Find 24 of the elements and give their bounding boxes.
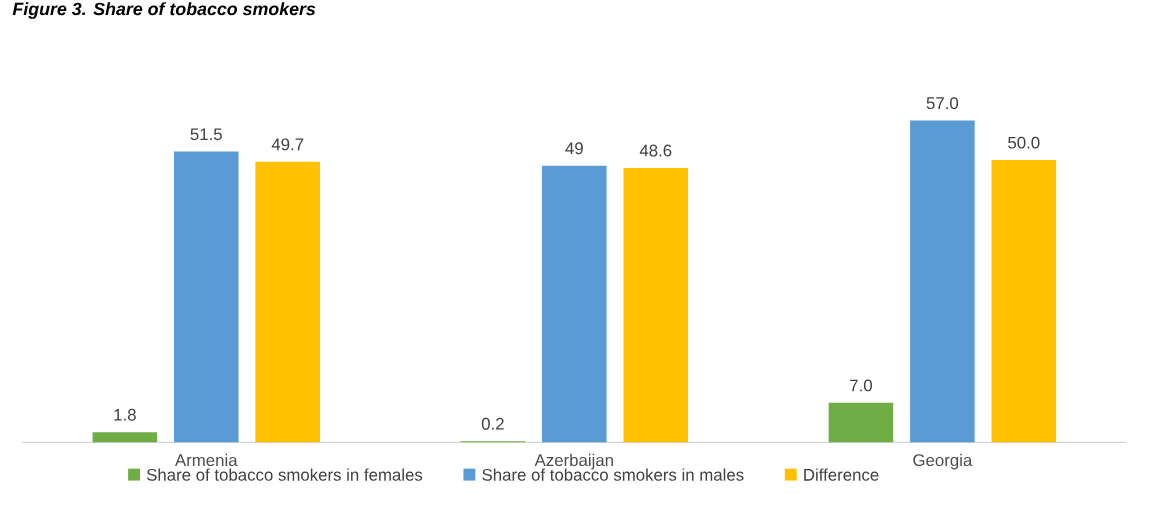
bar [542, 165, 607, 443]
data-label: 1.8 [114, 408, 136, 421]
data-label: 7.0 [850, 379, 872, 392]
bar [623, 167, 689, 443]
x-tick-label: Armenia [174, 453, 238, 466]
legend-label: Share of tobacco smokers in females [146, 468, 423, 481]
data-label: 50.0 [1008, 136, 1040, 149]
data-label: 57.0 [926, 97, 959, 109]
bar [828, 402, 894, 443]
data-label: 0.2 [481, 417, 504, 430]
x-tick-label: Azerbaijan [534, 453, 613, 470]
chart-title: Figure 3. Share of tobacco smokers [12, 1, 316, 19]
bar [92, 431, 158, 443]
legend-label: Difference [804, 468, 879, 481]
x-tick-label: Georgia [913, 453, 973, 470]
data-label: 48.6 [639, 144, 672, 157]
bar [173, 151, 239, 443]
data-label: 49.7 [271, 138, 304, 151]
bar [255, 161, 320, 443]
data-label: 49 [565, 142, 583, 155]
data-label: 51.5 [190, 128, 222, 140]
legend-label: Share of tobacco smokers in males [482, 468, 744, 481]
bar [910, 120, 975, 443]
bar [991, 159, 1057, 443]
